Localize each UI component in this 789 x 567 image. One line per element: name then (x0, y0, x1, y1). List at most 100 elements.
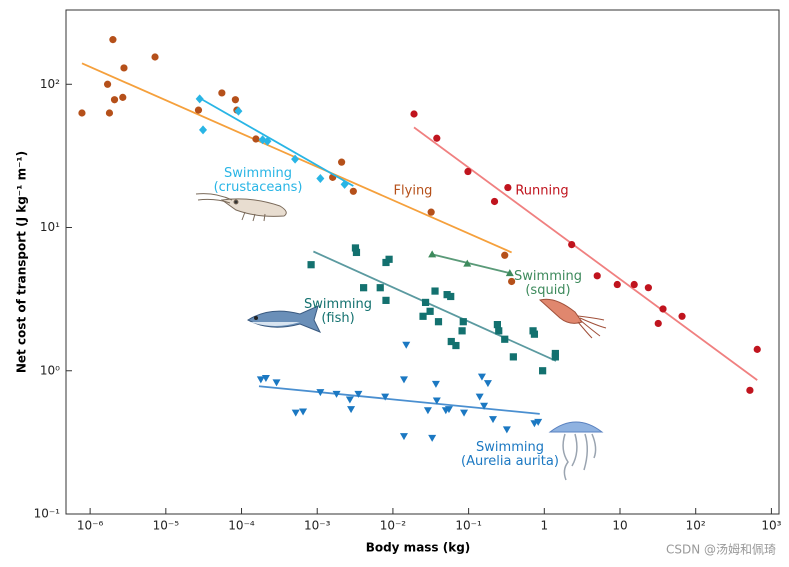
point (504, 183, 512, 192)
point (399, 433, 408, 441)
watermark: CSDN @汤姆和佩琦 (666, 543, 776, 557)
point (432, 397, 441, 405)
point (508, 277, 516, 286)
x-tick-label: 10 (612, 519, 627, 533)
point (613, 280, 621, 289)
x-tick-label: 10³ (761, 519, 781, 533)
x-tick-label: 10² (686, 519, 706, 533)
point (195, 94, 204, 104)
point (352, 248, 361, 257)
x-tick-label: 10⁻⁵ (153, 519, 180, 533)
point (340, 179, 349, 189)
point (423, 407, 432, 415)
point (256, 376, 265, 384)
point (431, 380, 440, 388)
point (399, 376, 408, 384)
point (332, 390, 341, 398)
point (534, 418, 543, 426)
label-line: Swimming (514, 269, 582, 284)
point (110, 96, 119, 104)
x-tick-label: 10⁻³ (304, 519, 331, 533)
point (427, 208, 435, 216)
point (382, 296, 390, 304)
point (345, 396, 354, 404)
point (316, 389, 325, 397)
point (659, 305, 667, 313)
point (105, 109, 114, 117)
point (119, 93, 127, 101)
label-line: (squid) (525, 283, 570, 298)
point (199, 125, 208, 135)
point (501, 251, 509, 259)
series-label: Running (515, 184, 568, 199)
x-axis-label: Body mass (kg) (366, 541, 471, 555)
point (654, 319, 662, 328)
fish-illustration (247, 305, 322, 333)
x-tick-label: 10⁻² (380, 519, 407, 533)
jellyfish-illustration (548, 421, 604, 481)
point (360, 284, 368, 292)
point (354, 390, 363, 398)
y-tick-label: 10¹ (40, 220, 60, 234)
point (385, 255, 393, 263)
x-tick-label: 10⁻⁴ (228, 519, 255, 533)
point (231, 96, 239, 104)
point (490, 197, 499, 206)
y-tick-label: 10⁰ (40, 363, 60, 377)
y-tick-label: 10⁻¹ (34, 507, 61, 521)
point (234, 106, 243, 116)
point (103, 80, 112, 88)
point (419, 312, 427, 320)
point (151, 53, 159, 61)
point (261, 375, 270, 383)
point (539, 367, 547, 375)
point (458, 327, 466, 335)
point (509, 353, 517, 361)
point (431, 287, 439, 295)
point (678, 312, 686, 320)
point (483, 380, 492, 388)
fit-line (313, 250, 557, 362)
point (402, 341, 411, 349)
point (109, 36, 117, 44)
point (307, 261, 315, 269)
point (434, 318, 443, 326)
point (630, 280, 638, 289)
point (263, 136, 272, 146)
point (493, 321, 501, 329)
point (489, 416, 498, 424)
label-line: (fish) (321, 311, 354, 326)
point (480, 402, 489, 410)
series-label: Flying (394, 184, 433, 199)
point (426, 307, 434, 315)
point (746, 386, 754, 394)
point (502, 426, 511, 434)
point (291, 154, 300, 164)
label-line: (crustaceans) (214, 180, 303, 195)
point (428, 434, 437, 442)
point (459, 318, 467, 326)
fit-line (258, 385, 540, 415)
series-label: Swimming (squid) (514, 269, 582, 298)
label-line: (Aurelia aurita) (461, 454, 559, 469)
point (410, 110, 418, 118)
point (568, 240, 576, 249)
series-label: Swimming (fish) (304, 297, 372, 326)
point (477, 373, 486, 381)
point (530, 330, 539, 338)
x-tick-label: 1 (540, 519, 548, 533)
series-label: Swimming (crustaceans) (214, 166, 303, 195)
point (338, 158, 346, 166)
point (316, 173, 325, 183)
point (376, 284, 384, 292)
shrimp-illustration (195, 193, 287, 222)
point (644, 284, 652, 292)
label-line: Swimming (304, 297, 372, 312)
point (347, 406, 356, 414)
plot-frame (65, 9, 780, 515)
point (194, 106, 203, 114)
x-tick-label: 10⁻¹ (455, 519, 482, 533)
fit-line (199, 97, 354, 187)
